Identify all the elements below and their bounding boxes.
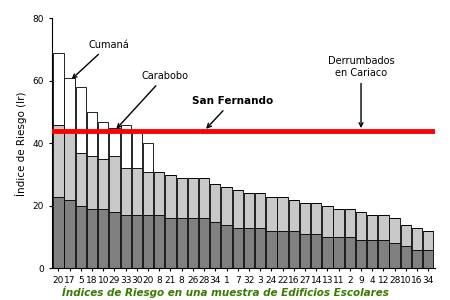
Bar [412,250,422,268]
Text: Índices de Riesgo en una muestra de Edificios Escolares
suponiendo localizacione: Índices de Riesgo en una muestra de Edif… [62,286,388,300]
Bar [188,178,198,218]
Bar [322,237,333,268]
Bar [400,247,411,268]
Bar [64,131,75,200]
Bar [98,209,108,268]
Bar [199,218,209,268]
Bar [188,218,198,268]
Bar [400,225,411,247]
Bar [255,228,266,268]
Bar [412,228,422,250]
Bar [311,203,321,234]
Bar [154,215,164,268]
Bar [98,122,108,159]
Bar [76,206,86,268]
Bar [53,196,63,268]
Bar [300,234,310,268]
Bar [132,168,142,215]
Bar [221,187,232,225]
Bar [300,203,310,234]
Bar [233,228,243,268]
Bar [143,215,153,268]
Text: San Fernando: San Fernando [192,96,273,128]
Bar [64,200,75,268]
Bar [53,125,63,196]
Bar [390,243,400,268]
Bar [154,172,164,215]
Bar [98,159,108,209]
Bar [64,78,75,131]
Bar [176,178,187,218]
Bar [255,194,266,228]
Bar [277,231,288,268]
Text: Cumaná: Cumaná [73,40,129,78]
Bar [121,215,131,268]
Bar [143,143,153,172]
Y-axis label: Índice de Riesgo (Ir): Índice de Riesgo (Ir) [15,91,27,196]
Text: Carabobo: Carabobo [117,71,189,128]
Bar [356,240,366,268]
Bar [53,53,63,125]
Bar [221,225,232,268]
Text: Derrumbados
en Cariaco: Derrumbados en Cariaco [328,56,394,127]
Bar [345,209,355,237]
Bar [266,231,276,268]
Bar [244,194,254,228]
Bar [266,196,276,231]
Bar [244,228,254,268]
Bar [367,215,378,240]
Bar [132,131,142,168]
Bar [322,206,333,237]
Bar [76,153,86,206]
Bar [165,175,176,218]
Bar [210,221,220,268]
Bar [423,250,433,268]
Bar [378,240,389,268]
Bar [277,196,288,231]
Bar [121,125,131,168]
Bar [288,200,299,231]
Bar [210,184,220,221]
Bar [367,240,378,268]
Bar [87,112,97,156]
Bar [233,190,243,228]
Bar [109,212,120,268]
Bar [76,87,86,153]
Bar [288,231,299,268]
Bar [199,178,209,218]
Bar [132,215,142,268]
Bar [333,209,344,237]
Bar [333,237,344,268]
Bar [121,168,131,215]
Bar [87,209,97,268]
Bar [176,218,187,268]
Bar [423,231,433,250]
Bar [165,218,176,268]
Bar [356,212,366,240]
Bar [390,218,400,243]
Bar [378,215,389,240]
Bar [109,128,120,156]
Bar [311,234,321,268]
Bar [87,156,97,209]
Bar [109,156,120,212]
Bar [345,237,355,268]
Bar [143,172,153,215]
